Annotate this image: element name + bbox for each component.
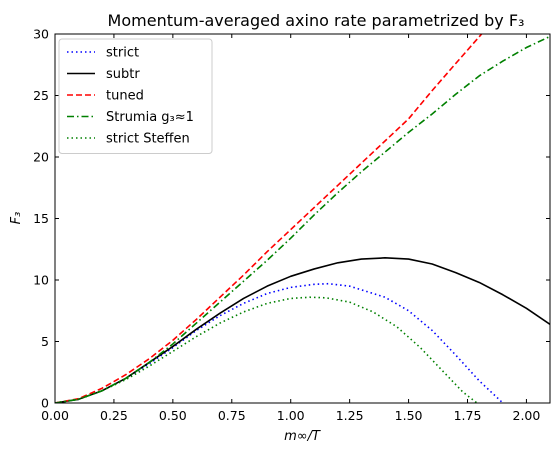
series-line-5	[55, 296, 478, 403]
y-tick-label: 15	[33, 211, 49, 226]
x-tick-label: 0.75	[218, 408, 246, 423]
x-axis-label: m∞/T	[284, 429, 321, 444]
series-line-2	[55, 257, 550, 403]
x-tick-label: 0.50	[159, 408, 187, 423]
chart-title: Momentum-averaged axino rate parametrize…	[108, 11, 525, 30]
x-tick-label: 0.25	[100, 408, 128, 423]
legend-label: tuned	[106, 89, 144, 104]
y-tick-label: 25	[33, 88, 49, 103]
series-layer	[55, 34, 550, 403]
x-tick-label: 1.25	[336, 408, 364, 423]
series-line-4	[55, 35, 550, 403]
legend-box	[58, 38, 213, 154]
x-tick-label: 0.00	[41, 408, 69, 423]
y-axis-label: F₃	[9, 212, 24, 225]
series-line-3	[55, 34, 483, 403]
plot-frame	[54, 33, 551, 404]
legend-label: subtr	[106, 67, 140, 82]
y-tick-label: 20	[33, 150, 49, 165]
y-tick-label: 10	[33, 273, 49, 288]
x-tick-label: 1.00	[277, 408, 305, 423]
x-tick-label: 1.50	[395, 408, 423, 423]
legend: strict subtr tuned Strumia g₃≈1 strict Steff…	[58, 38, 213, 154]
x-tick-label: 1.75	[454, 408, 482, 423]
y-tick-label: 5	[41, 334, 49, 349]
legend-label: strict Steffen	[106, 132, 190, 147]
y-tick-label: 30	[33, 27, 49, 42]
series-line-1	[55, 282, 504, 403]
y-tick-label: 0	[41, 396, 49, 411]
legend-label: strict	[106, 46, 139, 61]
tick-layer: 0.00 0.25 0.50 0.75 1.00 1.25 1.50 1.75 2.00 0 5 10…	[33, 27, 550, 423]
legend-label: Strumia g₃≈1	[106, 110, 194, 125]
x-tick-label: 2.00	[513, 408, 541, 423]
